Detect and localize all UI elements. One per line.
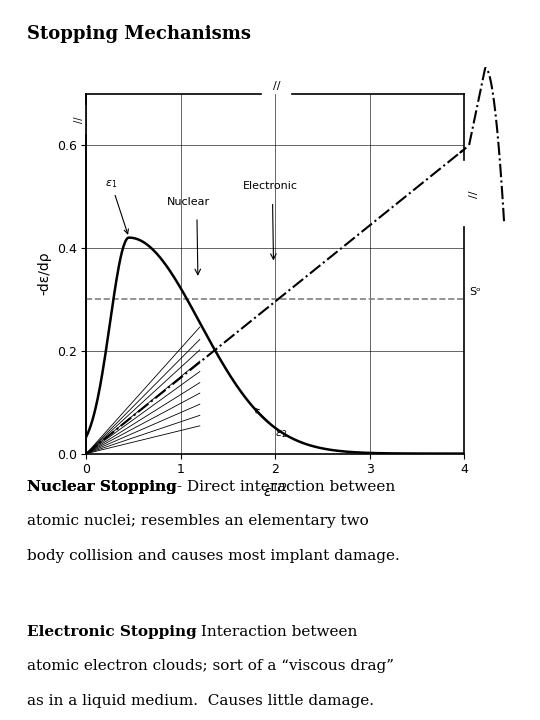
Text: Nuclear Stopping: Nuclear Stopping — [27, 480, 177, 493]
Y-axis label: -dε/dρ: -dε/dρ — [37, 252, 51, 295]
Text: atomic electron clouds; sort of a “viscous drag”: atomic electron clouds; sort of a “visco… — [27, 660, 394, 673]
Text: - Interaction between: - Interaction between — [186, 625, 357, 639]
Text: Nuclear: Nuclear — [167, 197, 210, 207]
Text: Sᵒ: Sᵒ — [469, 287, 481, 297]
Text: - Direct interaction between: - Direct interaction between — [172, 480, 395, 493]
Text: body collision and causes most implant damage.: body collision and causes most implant d… — [27, 549, 400, 562]
Text: Electronic: Electronic — [243, 181, 298, 192]
Text: atomic nuclei; resembles an elementary two: atomic nuclei; resembles an elementary t… — [27, 514, 369, 528]
Text: //: // — [469, 190, 479, 197]
Text: $\varepsilon_3$: $\varepsilon_3$ — [0, 719, 1, 720]
Text: Electronic Stopping: Electronic Stopping — [27, 625, 197, 639]
Text: Stopping Mechanisms: Stopping Mechanisms — [27, 25, 251, 43]
X-axis label: $\varepsilon^{1/2}$: $\varepsilon^{1/2}$ — [263, 482, 288, 500]
Text: Nuclear Stopping: Nuclear Stopping — [27, 480, 177, 493]
Text: $\varepsilon_2$: $\varepsilon_2$ — [255, 408, 288, 440]
Text: Nuclear Stopping - Direct interaction between: Nuclear Stopping - Direct interaction be… — [27, 480, 387, 493]
Text: $\varepsilon_1$: $\varepsilon_1$ — [105, 178, 129, 234]
Text: //: // — [74, 116, 84, 122]
Text: as in a liquid medium.  Causes little damage.: as in a liquid medium. Causes little dam… — [27, 694, 374, 708]
Text: //: // — [273, 81, 280, 91]
